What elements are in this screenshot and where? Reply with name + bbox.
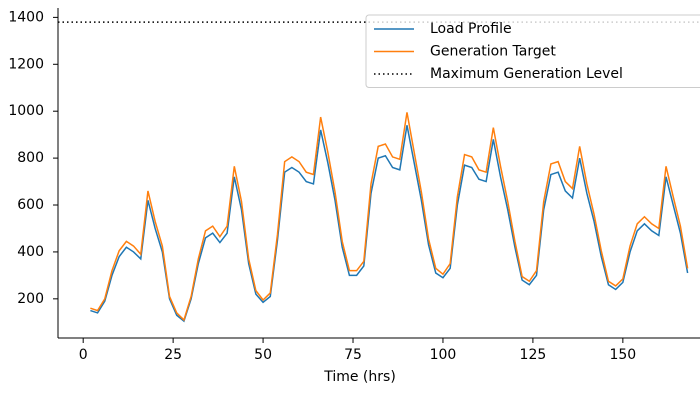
data-line (90, 125, 689, 323)
x-tick-label: 75 (344, 347, 362, 363)
legend-label: Generation Target (430, 44, 556, 60)
data-line (90, 112, 689, 322)
x-axis-label: Time (hrs) (323, 369, 396, 385)
x-tick-label: 25 (164, 347, 182, 363)
x-tick-label: 0 (79, 347, 88, 363)
x-tick-label: 150 (609, 347, 636, 363)
y-tick-label: 1400 (8, 9, 44, 25)
legend: Load Profile Generation Target Maximum Gen… (365, 14, 700, 88)
x-tick-label: 100 (430, 347, 457, 363)
y-tick-label: 600 (17, 197, 44, 213)
legend-label: Maximum Generation Level (430, 66, 623, 82)
x-tick-label: 125 (520, 347, 547, 363)
y-tick-label: 1200 (8, 56, 44, 72)
legend-box (365, 14, 700, 88)
y-tick-label: 800 (17, 150, 44, 166)
legend-label: Load Profile (430, 21, 512, 37)
x-tick-label: 50 (254, 347, 272, 363)
y-tick-label: 400 (17, 244, 44, 260)
y-tick-label: 200 (17, 291, 44, 307)
y-tick-label: 1000 (8, 103, 44, 119)
